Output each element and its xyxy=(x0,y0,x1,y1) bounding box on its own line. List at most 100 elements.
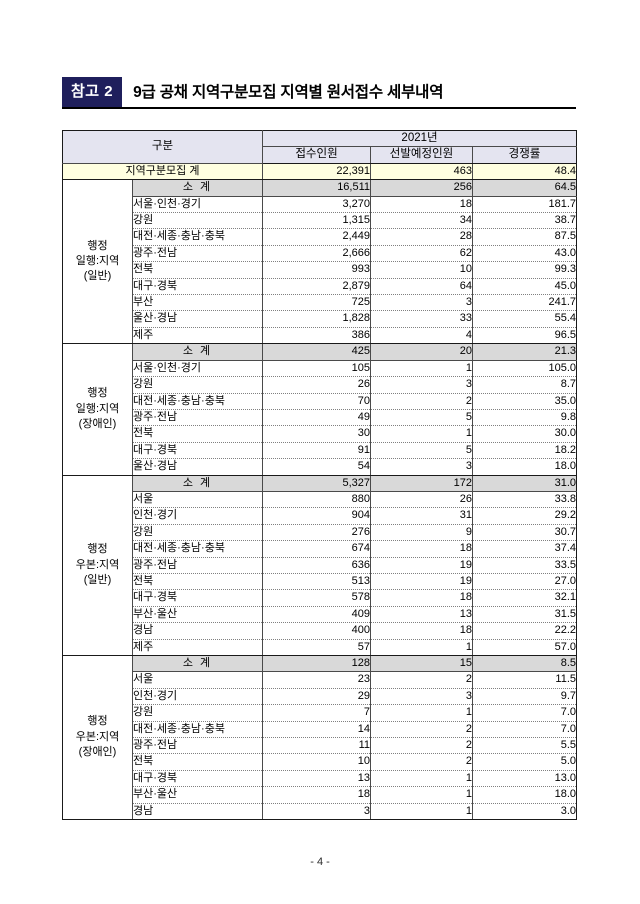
region-label: 전북 xyxy=(132,753,264,771)
region-label: 서울 xyxy=(132,671,264,689)
group-label-cell: 행정 우본:지역 (일반) xyxy=(62,475,133,657)
cell-selection: 18 xyxy=(370,622,474,640)
group-label-cell: 행정 우본:지역 (장애인) xyxy=(62,655,133,821)
region-label: 부산·울산 xyxy=(132,606,264,624)
cell-applicants: 3,270 xyxy=(262,196,372,214)
cell-applicants: 29 xyxy=(262,688,372,706)
region-label: 대구·경북 xyxy=(132,442,264,460)
cell-ratio: 99.3 xyxy=(472,261,578,279)
region-label: 제주 xyxy=(132,327,264,345)
table-row: 광주·전남 636 19 33.5 xyxy=(63,557,578,574)
region-label: 서울 xyxy=(132,491,264,509)
table-header-row-year: 구분 2021년 xyxy=(61,129,578,164)
table-row: 전북 993 10 99.3 xyxy=(63,261,578,279)
cell-applicants: 993 xyxy=(262,261,372,279)
cell-ratio: 18.0 xyxy=(472,458,578,476)
group-label-line: (일반) xyxy=(83,573,112,586)
cell-applicants: 14 xyxy=(262,721,372,739)
table-row: 강원 7 1 7.0 xyxy=(63,704,578,722)
table-row: 서울 23 2 11.5 xyxy=(63,671,578,689)
cell-applicants: 70 xyxy=(262,393,372,410)
subtotal-applicants: 5,327 xyxy=(262,475,372,492)
document-title-bar: 참고 2 9급 공채 지역구분모집 지역별 원서접수 세부내역 xyxy=(62,77,576,109)
cell-applicants: 578 xyxy=(262,589,372,607)
subtotal-row: 행정 일행:지역 (일반) 소 계 16,511 256 64.5 xyxy=(62,179,578,345)
cell-selection: 33 xyxy=(370,310,474,328)
table-row: 강원 1,315 34 38.7 xyxy=(63,212,578,230)
cell-selection: 2 xyxy=(370,737,474,755)
table-header-row-metrics: 접수인원 선발예정인원 경쟁률 xyxy=(63,146,578,164)
cell-ratio: 55.4 xyxy=(472,310,578,328)
cell-selection: 5 xyxy=(370,409,474,427)
table-row: 광주·전남 49 5 9.8 xyxy=(63,409,578,427)
group-label-line: 행정 xyxy=(87,239,108,252)
cell-ratio: 43.0 xyxy=(472,245,578,263)
group-label-line: 행정 xyxy=(87,543,108,556)
cell-selection: 1 xyxy=(370,786,474,804)
cell-selection: 31 xyxy=(370,507,474,525)
cell-selection: 3 xyxy=(370,458,474,476)
region-label: 부산·울산 xyxy=(132,786,264,804)
cell-selection: 2 xyxy=(370,721,474,739)
subtotal-selection: 20 xyxy=(370,343,474,361)
group-label-line: 우본:지역 xyxy=(75,730,120,743)
cell-selection: 1 xyxy=(370,639,474,657)
cell-applicants: 30 xyxy=(262,425,372,443)
cell-ratio: 38.7 xyxy=(472,212,578,230)
table-row: 울산·경남 54 3 18.0 xyxy=(63,458,578,476)
cell-applicants: 1,315 xyxy=(262,212,372,230)
region-label: 대전·세종·충남·충북 xyxy=(132,540,264,558)
cell-selection: 1 xyxy=(370,704,474,722)
cell-applicants: 636 xyxy=(262,557,372,574)
cell-selection: 4 xyxy=(370,327,474,345)
region-label: 인천·경기 xyxy=(132,688,264,706)
cell-applicants: 513 xyxy=(262,573,372,591)
group-label-line: 일행:지역 xyxy=(75,402,120,415)
cell-applicants: 2,449 xyxy=(262,228,372,246)
group-label-line: 행정 xyxy=(87,715,108,728)
cell-applicants: 880 xyxy=(262,491,372,509)
group-label-line: (일반) xyxy=(83,270,112,283)
region-label: 전북 xyxy=(132,425,264,443)
table-row: 대전·세종·충남·충북 674 18 37.4 xyxy=(63,540,578,558)
region-label: 광주·전남 xyxy=(132,409,264,427)
subtotal-ratio: 21.3 xyxy=(472,343,578,361)
cell-applicants: 409 xyxy=(262,606,372,624)
header-year: 2021년 xyxy=(262,129,578,148)
cell-applicants: 2,879 xyxy=(262,278,372,296)
subtotal-applicants: 16,511 xyxy=(262,179,372,197)
header-applicants: 접수인원 xyxy=(262,146,372,164)
page-number-footer: - 4 - xyxy=(310,856,330,868)
subtotal-applicants: 425 xyxy=(262,343,372,361)
group-label-line: 일행:지역 xyxy=(75,255,120,268)
reference-badge: 참고 2 xyxy=(62,77,123,107)
cell-ratio: 45.0 xyxy=(472,278,578,296)
cell-applicants: 10 xyxy=(262,753,372,771)
table-row: 대전·세종·충남·충북 70 2 35.0 xyxy=(63,393,578,410)
cell-applicants: 105 xyxy=(262,360,372,378)
cell-applicants: 91 xyxy=(262,442,372,460)
cell-applicants: 2,666 xyxy=(262,245,372,263)
table-row: 인천·경기 904 31 29.2 xyxy=(63,507,578,525)
grand-total-label: 지역구분모집 계 xyxy=(61,163,264,181)
cell-applicants: 276 xyxy=(262,524,372,542)
table-row: 경남 400 18 22.2 xyxy=(63,622,578,640)
subtotal-row: 행정 우본:지역 (일반) 소 계 5,327 172 31.0 xyxy=(62,475,578,657)
region-label: 제주 xyxy=(132,639,264,657)
cell-selection: 5 xyxy=(370,442,474,460)
region-label: 강원 xyxy=(132,212,264,230)
region-label: 광주·전남 xyxy=(132,737,264,755)
table-row: 광주·전남 2,666 62 43.0 xyxy=(63,245,578,263)
cell-selection: 18 xyxy=(370,540,474,558)
cell-ratio: 18.0 xyxy=(472,786,578,804)
cell-ratio: 96.5 xyxy=(472,327,578,345)
cell-ratio: 3.0 xyxy=(472,803,578,821)
cell-ratio: 37.4 xyxy=(472,540,578,558)
cell-selection: 9 xyxy=(370,524,474,542)
table-row: 전북 10 2 5.0 xyxy=(63,753,578,771)
cell-selection: 64 xyxy=(370,278,474,296)
cell-ratio: 241.7 xyxy=(472,294,578,312)
cell-applicants: 7 xyxy=(262,704,372,722)
cell-ratio: 13.0 xyxy=(472,770,578,788)
